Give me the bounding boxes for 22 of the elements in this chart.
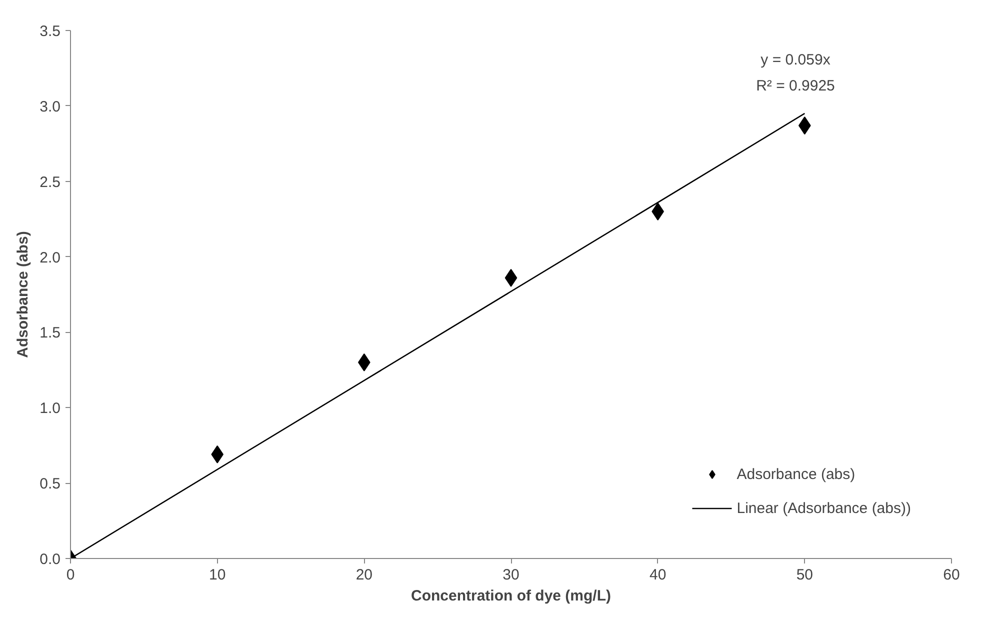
annotation: y = 0.059x — [760, 52, 831, 68]
x-tick-label: 40 — [649, 566, 666, 584]
y-tick-label: 2.5 — [40, 174, 61, 191]
x-tick-label: 30 — [502, 566, 520, 584]
y-tick-label: 2.0 — [40, 249, 61, 266]
x-tick-label: 10 — [208, 566, 226, 584]
annotation: R² = 0.9925 — [756, 78, 835, 94]
point — [504, 268, 518, 287]
x-tick-label: 60 — [943, 566, 960, 584]
legend-label: Adsorbance (abs) — [736, 466, 856, 482]
x-tick-label: 20 — [356, 566, 373, 584]
y-tick-label: 0.5 — [40, 476, 61, 493]
y-tick-label: 1.5 — [40, 324, 61, 342]
y-axis-title: Adsorbance (abs) — [14, 231, 32, 358]
y-tick-label: 1.0 — [40, 400, 61, 418]
x-tick-label: 50 — [796, 566, 814, 584]
y-tick-label: 0.0 — [40, 551, 61, 568]
y-tick-label: 3.5 — [40, 23, 61, 40]
legend-label: Linear (Adsorbance (abs)) — [736, 500, 911, 516]
x-tick-label: 0 — [66, 566, 75, 584]
x-axis-title: Concentration of dye (mg/L) — [411, 588, 611, 604]
y-tick-label: 3.0 — [40, 98, 61, 116]
